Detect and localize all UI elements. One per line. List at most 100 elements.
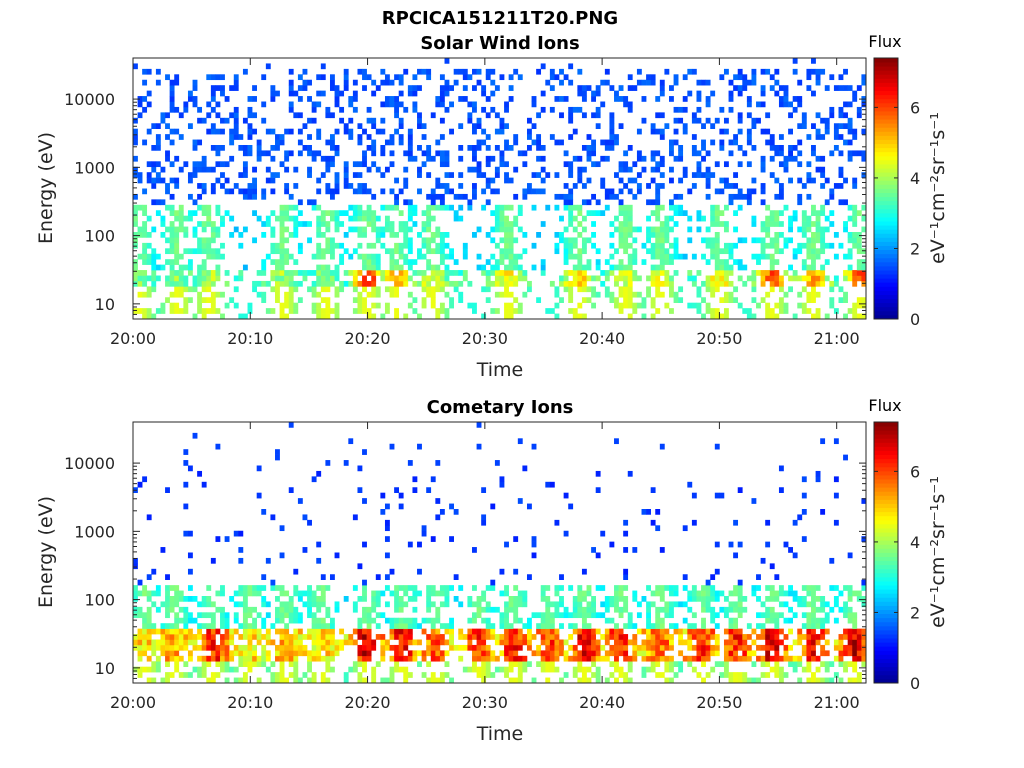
heatmap-cell xyxy=(806,85,812,91)
heatmap-cell xyxy=(765,628,771,635)
heatmap-cell xyxy=(563,199,569,206)
heatmap-cell xyxy=(838,106,844,113)
heatmap-cell xyxy=(719,106,725,113)
heatmap-cell xyxy=(430,215,436,222)
heatmap-cell xyxy=(316,639,322,646)
heatmap-cell xyxy=(604,275,610,282)
heatmap-cell xyxy=(183,634,189,640)
heatmap-cell xyxy=(494,655,500,662)
heatmap-cell xyxy=(609,221,615,227)
heatmap-cell xyxy=(701,677,706,684)
heatmap-cell xyxy=(343,68,349,75)
heatmap-cell xyxy=(348,438,354,445)
heatmap-cell xyxy=(329,617,335,624)
heatmap-cell xyxy=(238,601,244,608)
heatmap-cell xyxy=(838,655,844,662)
heatmap-cell xyxy=(673,590,679,597)
heatmap-cell xyxy=(609,644,615,651)
heatmap-cell xyxy=(540,585,546,591)
heatmap-cell xyxy=(201,183,207,189)
heatmap-cell xyxy=(641,117,647,124)
heatmap-cell xyxy=(421,226,427,233)
heatmap-cell xyxy=(719,264,725,271)
heatmap-cell xyxy=(604,68,610,75)
heatmap-cell xyxy=(609,650,615,657)
heatmap-cell xyxy=(426,634,432,640)
heatmap-cell xyxy=(444,291,450,298)
heatmap-cell xyxy=(279,242,285,249)
heatmap-cell xyxy=(627,666,633,673)
heatmap-cell xyxy=(146,634,152,640)
heatmap-cell xyxy=(417,253,422,260)
heatmap-cell xyxy=(430,155,436,162)
heatmap-cell xyxy=(142,188,148,195)
heatmap-cell xyxy=(710,612,716,619)
heatmap-cell xyxy=(389,270,395,276)
heatmap-cell xyxy=(426,248,432,255)
heatmap-cell xyxy=(536,232,542,238)
heatmap-cell xyxy=(192,232,198,238)
heatmap-cell xyxy=(669,259,674,265)
heatmap-cell xyxy=(737,677,743,684)
heatmap-cell xyxy=(472,661,477,667)
heatmap-cell xyxy=(756,644,761,651)
heatmap-cell xyxy=(856,677,862,684)
heatmap-cell xyxy=(384,96,390,102)
heatmap-cell xyxy=(325,297,331,303)
heatmap-cell xyxy=(357,297,363,303)
heatmap-cell xyxy=(490,280,496,287)
colorbar-swatch xyxy=(874,70,898,75)
heatmap-cell xyxy=(242,677,248,684)
heatmap-cell xyxy=(682,253,688,260)
heatmap-cell xyxy=(215,443,221,450)
heatmap-cell xyxy=(325,275,331,282)
heatmap-cell xyxy=(559,193,564,200)
heatmap-cell xyxy=(801,242,807,249)
heatmap-cell xyxy=(719,145,725,151)
colorbar-swatch xyxy=(874,306,898,312)
y-tick-label: 1000 xyxy=(74,158,115,177)
heatmap-cell xyxy=(302,275,308,282)
heatmap-cell xyxy=(275,628,280,635)
heatmap-cell xyxy=(559,639,564,646)
heatmap-cell xyxy=(756,596,761,602)
heatmap-cell xyxy=(549,481,555,488)
heatmap-cell xyxy=(329,193,335,200)
heatmap-cell xyxy=(783,155,789,162)
heatmap-cell xyxy=(691,302,697,309)
heatmap-cell xyxy=(797,193,803,200)
heatmap-cell xyxy=(765,541,771,548)
heatmap-cell xyxy=(229,639,235,646)
heatmap-cell xyxy=(847,661,853,667)
heatmap-cell xyxy=(187,96,193,102)
heatmap-cell xyxy=(311,655,317,662)
heatmap-cell xyxy=(733,259,739,265)
heatmap-cell xyxy=(646,634,651,640)
heatmap-cell xyxy=(701,655,706,662)
heatmap-cell xyxy=(238,242,244,249)
heatmap-cell xyxy=(526,634,532,640)
heatmap-cell xyxy=(481,628,487,635)
heatmap-cell xyxy=(187,123,193,129)
heatmap-cell xyxy=(774,628,780,635)
heatmap-cell xyxy=(220,313,225,320)
heatmap-cell xyxy=(297,221,303,227)
heatmap-cell xyxy=(137,612,143,619)
heatmap-cell xyxy=(838,123,844,129)
heatmap-cell xyxy=(229,139,235,146)
heatmap-cell xyxy=(508,275,514,282)
heatmap-cell xyxy=(242,172,248,178)
heatmap-cell xyxy=(778,101,784,108)
heatmap-cell xyxy=(559,677,564,684)
heatmap-cell xyxy=(279,672,285,678)
colorbar-swatch xyxy=(874,519,898,525)
heatmap-cell xyxy=(183,161,189,168)
heatmap-cell xyxy=(581,655,587,662)
x-tick-label: 20:10 xyxy=(227,693,273,712)
heatmap-cell xyxy=(710,90,716,97)
heatmap-cell xyxy=(504,232,509,238)
heatmap-cell xyxy=(252,655,257,662)
heatmap-cell xyxy=(756,585,761,591)
heatmap-cell xyxy=(581,237,587,244)
heatmap-cell xyxy=(563,655,569,662)
